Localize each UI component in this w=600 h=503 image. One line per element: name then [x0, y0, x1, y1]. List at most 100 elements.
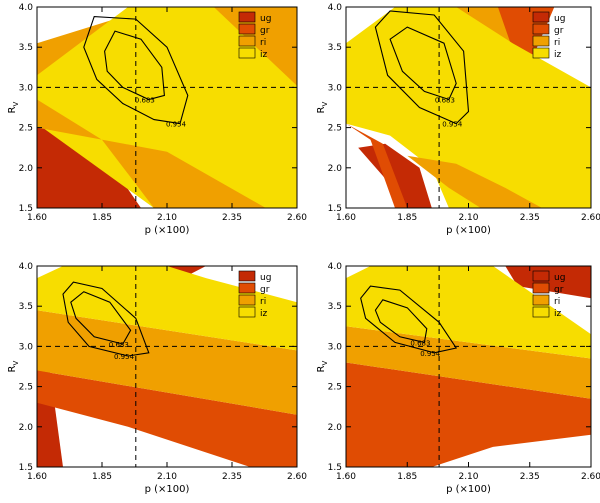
x-tick-label: 1.85: [92, 213, 112, 223]
legend-swatch-iz: [238, 306, 256, 318]
y-tick-label: 1.5: [328, 463, 342, 473]
y-tick-label: 3.5: [328, 43, 342, 53]
legend-label-ug: ug: [554, 273, 565, 283]
x-tick-label: 1.60: [336, 472, 356, 482]
y-tick-label: 2.0: [328, 423, 343, 433]
x-tick-label: 1.85: [397, 472, 417, 482]
legend-label-ri: ri: [260, 297, 266, 307]
contour-label: 0.683: [435, 96, 455, 104]
x-tick-label: 1.85: [397, 213, 417, 223]
x-tick-label: 2.35: [520, 213, 540, 223]
y-tick-label: 3.5: [19, 43, 33, 53]
legend-swatch-ug: [532, 11, 550, 23]
plot-area: 0.683 0.954: [346, 266, 591, 467]
legend-label-ug: ug: [554, 14, 565, 24]
band-iz: [37, 266, 297, 351]
contour-0.954: [360, 285, 458, 354]
x-axis-label: p (×100): [145, 484, 190, 495]
x-tick-label: 2.35: [222, 213, 242, 223]
x-tick-label: 1.85: [92, 472, 112, 482]
panel-bottom-right: 0.683 0.954 1.60 1.85 2.10 2.35 2.60 1.5 2.0 2.5 3…: [316, 262, 600, 495]
legend-label-ri: ri: [554, 297, 560, 307]
x-tick-label: 2.60: [581, 472, 600, 482]
legend-label-iz: iz: [554, 309, 562, 319]
x-axis-label: p (×100): [446, 225, 491, 236]
legend-swatch-gr: [238, 282, 256, 294]
x-tick-label: 2.60: [581, 213, 600, 223]
band-gr: [493, 7, 555, 72]
legend-label-iz: iz: [554, 50, 562, 60]
y-tick-label: 2.0: [19, 423, 34, 433]
x-tick-label: 2.35: [222, 472, 242, 482]
x-tick-label: 1.60: [336, 213, 356, 223]
band-ri: [407, 155, 542, 208]
y-tick-label: 4.0: [19, 3, 34, 13]
x-tick-label: 2.10: [157, 213, 177, 223]
contour-label: 0.683: [410, 339, 430, 347]
y-tick-label: 3.0: [328, 342, 343, 352]
y-tick-label: 2.5: [19, 124, 33, 134]
x-axis-label: p (×100): [145, 225, 190, 236]
y-tick-label: 2.0: [19, 164, 34, 174]
contour-0.954: [62, 281, 150, 357]
contour-0.954: [83, 16, 189, 125]
band-iz: [346, 266, 591, 359]
contour-0.683: [389, 26, 457, 101]
legend-swatch-iz: [238, 47, 256, 59]
x-tick-label: 1.60: [27, 472, 47, 482]
contour-label: 0.683: [135, 96, 155, 104]
contour-0.683: [70, 291, 132, 345]
y-tick-label: 3.5: [19, 302, 33, 312]
legend-swatch-ri: [532, 35, 550, 47]
y-tick-label: 3.0: [328, 83, 343, 93]
legend-label-gr: gr: [554, 285, 564, 295]
y-tick-label: 3.5: [328, 302, 342, 312]
band-ug: [505, 266, 591, 299]
plot-area: 0.683 0.954: [346, 7, 591, 208]
y-axis-label: RV: [316, 102, 329, 114]
plot-area: 0.683 0.954: [37, 7, 297, 208]
y-tick-label: 2.5: [328, 124, 342, 134]
legend-swatch-ri: [238, 294, 256, 306]
contour-label: 0.954: [420, 350, 441, 358]
y-axis-label: RV: [316, 361, 329, 373]
legend-label-ri: ri: [554, 38, 560, 48]
y-tick-label: 1.5: [19, 463, 33, 473]
contour-0.954: [374, 10, 470, 125]
legend-label-gr: gr: [554, 26, 564, 36]
legend-swatch-gr: [238, 23, 256, 35]
band-ri: [37, 310, 297, 415]
legend-label-iz: iz: [260, 309, 268, 319]
band-ri: [346, 326, 591, 399]
contour-label: 0.683: [109, 341, 129, 349]
contour-label: 0.954: [166, 121, 187, 129]
legend-swatch-ug: [532, 270, 550, 282]
y-tick-label: 2.5: [19, 383, 33, 393]
panel-top-right: 0.683 0.954 1.60 1.85 2.10 2.35 2.60 1.5 2.0 2.5 3…: [316, 3, 600, 236]
legend-label-gr: gr: [260, 285, 270, 295]
legend-swatch-gr: [532, 23, 550, 35]
plot-area: 0.683 0.954: [37, 266, 297, 467]
contour-0.683: [104, 30, 165, 101]
x-axis-label: p (×100): [446, 484, 491, 495]
panel-top-left: 0.683 0.954 1.60 1.85 2.10 2.35 2.60 1.5 2.0 2.5 3…: [7, 3, 307, 236]
contour-0.683: [374, 299, 428, 344]
legend-swatch-iz: [532, 306, 550, 318]
x-tick-label: 2.10: [458, 472, 478, 482]
band-ri: [37, 99, 266, 208]
x-tick-label: 1.60: [27, 213, 47, 223]
x-tick-label: 2.60: [287, 213, 307, 223]
legend-label-ri: ri: [260, 38, 266, 48]
legend-swatch-ug: [238, 11, 256, 23]
y-tick-label: 4.0: [328, 262, 343, 272]
legend-swatch-iz: [532, 47, 550, 59]
y-axis-label: RV: [7, 361, 20, 373]
legend-label-gr: gr: [260, 26, 270, 36]
y-tick-label: 2.0: [328, 164, 343, 174]
legend-swatch-ri: [238, 35, 256, 47]
x-tick-label: 2.60: [287, 472, 307, 482]
band-iz: [37, 7, 297, 208]
legend: ug gr ri iz: [238, 270, 271, 319]
